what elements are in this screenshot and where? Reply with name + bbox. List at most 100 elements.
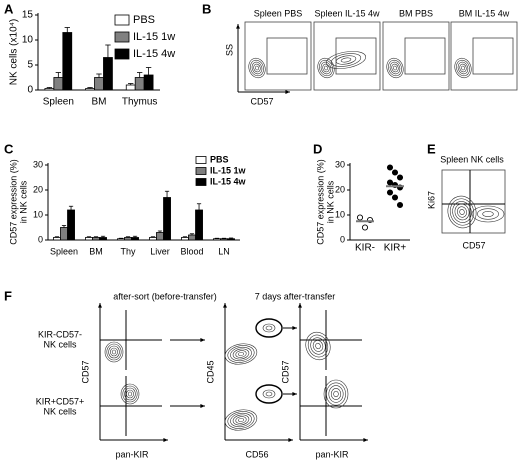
arrow-head	[285, 90, 290, 94]
bar	[181, 237, 189, 241]
contour	[307, 334, 329, 358]
arrow-head	[292, 392, 297, 396]
y-axis-label: CD57 expression (%)	[8, 159, 18, 245]
arrow-head	[200, 338, 205, 342]
legend-label: IL-15 4w	[133, 48, 175, 60]
x-tick-label: Thy	[120, 246, 136, 256]
arrow-head	[363, 438, 368, 442]
bar	[163, 197, 171, 241]
axis-label: pan-KIR	[115, 449, 149, 459]
contour	[391, 63, 399, 73]
contour	[232, 414, 250, 426]
bar	[149, 237, 157, 241]
contour	[457, 61, 469, 75]
point	[391, 194, 399, 201]
legend-label: IL-15 1w	[133, 31, 175, 43]
contour	[108, 345, 120, 359]
bar	[195, 209, 203, 241]
bar	[117, 238, 125, 241]
bar	[227, 238, 235, 241]
contour	[330, 53, 362, 67]
x-tick-label: KIR+	[384, 243, 407, 254]
point	[361, 224, 369, 231]
y-tick-label: 10	[22, 35, 34, 46]
contour	[482, 211, 494, 217]
contour	[122, 385, 138, 403]
contour	[227, 345, 255, 363]
gate	[266, 37, 308, 75]
contour	[320, 61, 332, 75]
x-tick-label: Blood	[180, 246, 203, 256]
y-axis-label: in NK cells	[18, 180, 28, 223]
x-tick-label: KIR-	[355, 243, 375, 254]
contour	[262, 323, 276, 333]
gate	[472, 37, 514, 75]
contour	[456, 206, 468, 218]
axis-label: CD57	[280, 360, 290, 383]
contour	[120, 383, 140, 405]
contour	[393, 65, 397, 71]
gate	[404, 37, 446, 75]
bar	[156, 232, 164, 241]
bar	[85, 237, 93, 241]
arrow-head	[292, 326, 297, 330]
legend-swatch	[195, 167, 207, 175]
y-tick-label: 5	[27, 60, 33, 71]
arrow-head	[98, 303, 102, 308]
contour	[328, 385, 344, 403]
contour	[110, 347, 118, 357]
axis-label: CD57	[80, 360, 90, 383]
column-header: 7 days after-transfer	[255, 291, 336, 301]
panel-label: C	[4, 141, 14, 156]
bar	[131, 237, 139, 241]
contour	[471, 205, 505, 223]
row-label: NK cells	[43, 339, 77, 349]
contour	[333, 390, 339, 398]
plot-frame	[382, 21, 450, 91]
contour	[335, 55, 357, 65]
plot-frame	[441, 169, 506, 234]
contour	[312, 340, 324, 352]
contour	[324, 65, 328, 71]
contour	[255, 65, 259, 71]
contour	[325, 51, 367, 69]
y-tick-label: 0	[27, 85, 33, 96]
contour	[111, 349, 117, 355]
y-tick-label: 30	[335, 159, 345, 169]
bar	[94, 77, 104, 91]
arrow-head	[298, 303, 302, 308]
contour	[230, 412, 252, 428]
bar	[85, 88, 95, 91]
arrow-head	[288, 438, 293, 442]
axis-label: CD57	[462, 240, 485, 250]
bar	[188, 234, 196, 241]
y-tick-label: 15	[22, 10, 34, 21]
contour	[235, 350, 247, 358]
y-tick-label: 10	[33, 209, 43, 219]
y-tick-label: 20	[335, 184, 345, 194]
y-tick-label: 10	[335, 209, 345, 219]
gate	[335, 37, 377, 75]
bar	[53, 77, 64, 91]
x-tick-label: Liver	[150, 246, 170, 256]
contour	[265, 391, 273, 397]
bar	[213, 238, 221, 241]
contour	[230, 346, 252, 362]
contour	[127, 391, 133, 397]
legend-label: PBS	[210, 154, 229, 164]
panel-label: D	[313, 141, 322, 156]
arrow-head	[223, 303, 227, 308]
legend-swatch	[114, 14, 130, 26]
contour	[238, 351, 244, 357]
contour	[452, 201, 472, 223]
point	[396, 174, 404, 181]
contour	[235, 416, 247, 424]
legend-label: PBS	[133, 14, 155, 26]
bar	[53, 237, 61, 241]
legend-swatch	[195, 156, 207, 164]
arrow-head	[236, 24, 240, 29]
legend-label: IL-15 4w	[210, 176, 247, 186]
bar	[62, 32, 73, 91]
contour	[456, 59, 470, 77]
